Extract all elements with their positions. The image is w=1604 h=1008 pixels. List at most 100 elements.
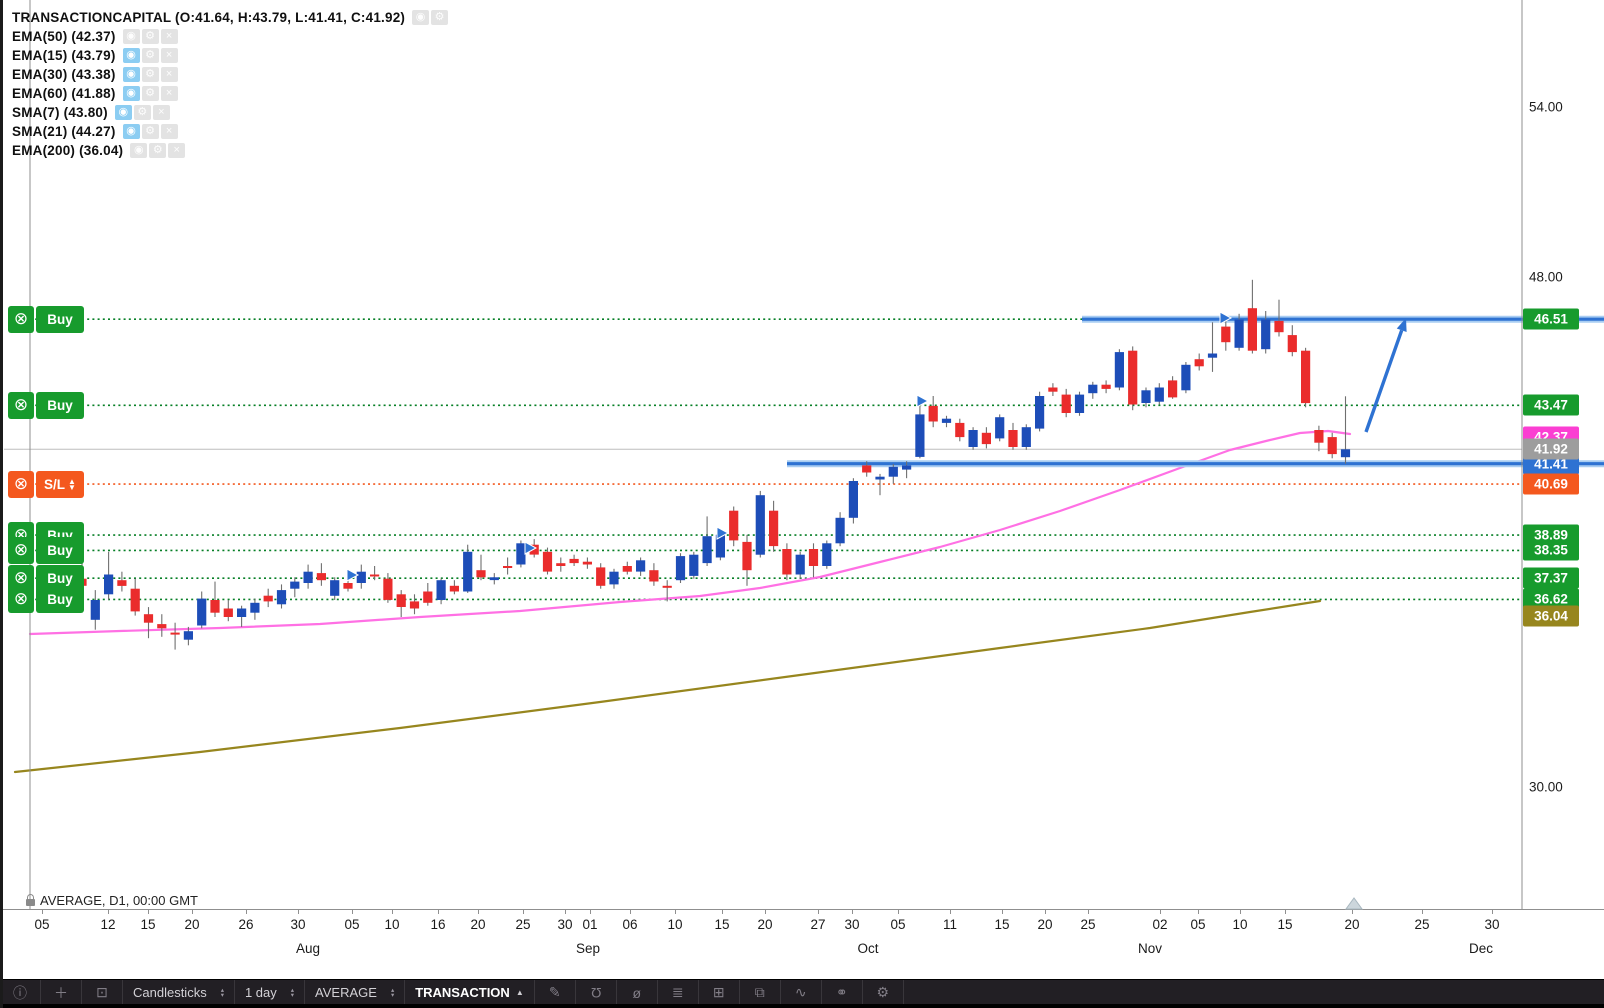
- time-axis[interactable]: AVERAGE, D1, 00:00 GMT 05 12 15 20 26 30 05 10 1…: [0, 893, 1604, 979]
- gear-icon[interactable]: ⚙: [141, 124, 159, 139]
- candle-body: [729, 510, 739, 541]
- gear-icon[interactable]: ⚙: [141, 67, 159, 82]
- close-icon[interactable]: ×: [152, 105, 170, 120]
- date-label: 25: [515, 917, 531, 932]
- candle-body: [1234, 319, 1244, 348]
- gear-icon[interactable]: ⚙: [149, 143, 167, 158]
- order-button-label[interactable]: Buy: [36, 306, 84, 333]
- price-badge: 38.35: [1523, 539, 1579, 561]
- close-icon[interactable]: ×: [160, 67, 178, 82]
- close-icon[interactable]: ×: [160, 29, 178, 44]
- pencil-icon: ✎: [548, 984, 561, 1000]
- toolbar-info-icon[interactable]: ⓘ: [0, 980, 41, 1005]
- candlestick-chart[interactable]: [0, 0, 1604, 910]
- buy-button[interactable]: ⊗ Buy: [8, 306, 84, 333]
- close-icon[interactable]: ×: [160, 86, 178, 101]
- date-tick: [523, 910, 524, 914]
- cancel-order-icon[interactable]: ⊗: [8, 392, 34, 419]
- hide-icon: ø: [632, 984, 642, 1001]
- toolbar-magnet-icon[interactable]: Ω: [576, 980, 617, 1005]
- sl-adjust-arrows[interactable]: ▲ ▼: [68, 476, 76, 492]
- toolbar-period-select[interactable]: 1 day ▴ ▾: [235, 980, 306, 1005]
- cancel-order-icon[interactable]: ⊗: [8, 471, 34, 498]
- eye-icon[interactable]: ◉: [122, 29, 140, 44]
- buy-button[interactable]: ⊗ Buy: [8, 586, 84, 613]
- toolbar-symbol-select[interactable]: TRANSACTION ▲: [405, 980, 535, 1005]
- candle-body: [1008, 430, 1018, 447]
- toolbar-crop-icon[interactable]: ⊡: [82, 980, 123, 1005]
- buy-button[interactable]: ⊗ Buy: [8, 537, 84, 564]
- gear-icon[interactable]: ⚙: [133, 105, 151, 120]
- toolbar-sort-icon[interactable]: ≣: [658, 980, 699, 1005]
- chart-region[interactable]: TRANSACTIONCAPITAL (O:41.64, H:43.79, L:…: [0, 0, 1604, 910]
- stop-loss-button[interactable]: ⊗ S/L ▲ ▼: [8, 471, 84, 498]
- price-badge: 46.51: [1523, 308, 1579, 330]
- candle-body: [1074, 394, 1085, 413]
- toolbar-grid-view-icon[interactable]: ⊞: [699, 980, 740, 1005]
- lock-icon[interactable]: [26, 893, 35, 906]
- gear-icon[interactable]: ⚙: [141, 29, 159, 44]
- cancel-order-icon[interactable]: ⊗: [8, 537, 34, 564]
- candle-body: [888, 466, 898, 477]
- candle-body: [1221, 326, 1231, 343]
- close-icon[interactable]: ×: [168, 143, 186, 158]
- close-icon[interactable]: ×: [160, 48, 178, 63]
- toolbar-hide-drawings-icon[interactable]: ø: [617, 980, 658, 1005]
- toolbar-draw-icon[interactable]: ✎: [535, 980, 576, 1005]
- toolbar-settings-icon[interactable]: ⚙: [863, 980, 904, 1005]
- toolbar-pages-icon[interactable]: ⧉: [740, 980, 781, 1005]
- buy-button[interactable]: ⊗ Buy: [8, 565, 84, 592]
- price-axis[interactable]: 54.00 48.00 30.00 46.51 43.47 42.37 41.92 41.41…: [1522, 0, 1604, 910]
- date-tick: [192, 910, 193, 914]
- order-button-label[interactable]: Buy: [36, 537, 84, 564]
- gear-icon[interactable]: ⚙: [431, 10, 449, 25]
- date-label: 25: [1080, 917, 1096, 932]
- candle-body: [715, 534, 725, 558]
- date-label: 05: [1190, 917, 1206, 932]
- order-button-label[interactable]: Buy: [36, 392, 84, 419]
- trend-arrow[interactable]: [1364, 329, 1404, 433]
- toolbar-polyline-icon[interactable]: ∿: [781, 980, 822, 1005]
- date-tick: [352, 910, 353, 914]
- toolbar-chart-type-select[interactable]: Candlesticks ▴ ▾: [123, 980, 235, 1005]
- date-tick: [108, 910, 109, 914]
- toolbar-crosshair-icon[interactable]: ＋: [41, 980, 82, 1005]
- chart-footer: AVERAGE, D1, 00:00 GMT: [26, 893, 198, 908]
- order-button-label[interactable]: Buy: [36, 586, 84, 613]
- candle-body: [1101, 384, 1111, 389]
- date-label: 15: [994, 917, 1010, 932]
- toolbar-label: TRANSACTION: [415, 985, 510, 1000]
- eye-icon[interactable]: ◉: [122, 124, 140, 139]
- toolbar-link-icon[interactable]: ⚭: [822, 980, 863, 1005]
- candle-body: [197, 598, 207, 626]
- candle-body: [423, 591, 433, 603]
- buy-button[interactable]: ⊗ Buy: [8, 392, 84, 419]
- candle-body: [848, 481, 858, 518]
- candle-body: [223, 608, 233, 617]
- cancel-order-icon[interactable]: ⊗: [8, 306, 34, 333]
- month-label: Sep: [575, 941, 601, 956]
- date-tick: [898, 910, 899, 914]
- cancel-order-icon[interactable]: ⊗: [8, 586, 34, 613]
- eye-icon[interactable]: ◉: [122, 67, 140, 82]
- close-icon[interactable]: ×: [160, 124, 178, 139]
- gear-icon[interactable]: ⚙: [141, 48, 159, 63]
- eye-icon[interactable]: ◉: [122, 86, 140, 101]
- candle-body: [1128, 350, 1138, 405]
- order-marker-icon: [716, 526, 730, 540]
- candle-body: [556, 563, 566, 566]
- candle-body: [157, 624, 167, 629]
- candle-body: [263, 595, 273, 602]
- candle-body: [290, 581, 300, 589]
- eye-icon[interactable]: ◉: [114, 105, 132, 120]
- toolbar-account-select[interactable]: AVERAGE ▴ ▾: [305, 980, 406, 1005]
- gear-icon[interactable]: ⚙: [141, 86, 159, 101]
- eye-icon[interactable]: ◉: [412, 10, 430, 25]
- eye-icon[interactable]: ◉: [130, 143, 148, 158]
- order-button-label[interactable]: S/L ▲ ▼: [36, 471, 84, 498]
- date-tick: [722, 910, 723, 914]
- date-label: 05: [344, 917, 360, 932]
- eye-icon[interactable]: ◉: [122, 48, 140, 63]
- info-icon: ⓘ: [13, 984, 27, 1001]
